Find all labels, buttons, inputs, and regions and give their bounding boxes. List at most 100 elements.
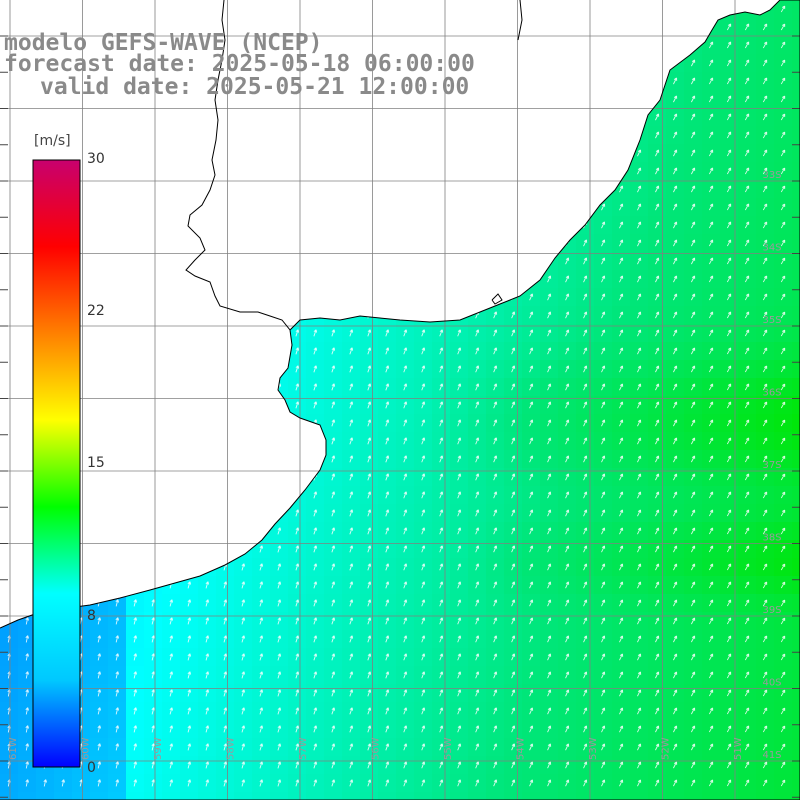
wind-cell — [756, 792, 775, 800]
wind-arrow — [151, 239, 156, 247]
wind-arrow — [133, 347, 138, 355]
wind-arrow — [133, 653, 138, 661]
wind-arrow — [439, 41, 444, 49]
wind-arrow — [601, 41, 606, 49]
wind-cell — [90, 270, 109, 289]
wind-arrow — [313, 131, 318, 139]
wind-cell — [450, 180, 469, 199]
wind-arrow — [259, 581, 264, 589]
wind-arrow — [241, 635, 246, 643]
wind-arrow — [583, 671, 588, 679]
wind-cell — [504, 216, 523, 235]
wind-arrow — [637, 689, 642, 697]
wind-arrow — [619, 527, 624, 535]
wind-arrow — [133, 149, 138, 157]
wind-arrow — [367, 491, 372, 499]
wind-arrow — [295, 653, 300, 661]
wind-arrow — [331, 689, 336, 697]
wind-arrow — [637, 725, 642, 733]
wind-cell — [234, 486, 253, 505]
wind-arrow — [565, 365, 570, 373]
wind-arrow — [637, 23, 642, 31]
wind-cell — [396, 270, 415, 289]
wind-arrow — [385, 761, 390, 769]
wind-cell — [0, 378, 19, 397]
wind-arrow — [187, 113, 192, 121]
wind-arrow — [601, 599, 606, 607]
wind-arrow — [205, 221, 210, 229]
wind-cell — [684, 0, 703, 19]
wind-arrow — [511, 59, 516, 67]
wind-arrow — [403, 473, 408, 481]
wind-arrow — [403, 131, 408, 139]
wind-arrow — [151, 5, 156, 13]
wind-arrow — [151, 473, 156, 481]
wind-cell — [576, 72, 595, 91]
wind-arrow — [655, 77, 660, 85]
wind-arrow — [637, 365, 642, 373]
wind-arrow — [205, 635, 210, 643]
wind-arrow — [241, 617, 246, 625]
wind-cell — [108, 0, 127, 19]
wind-arrow — [655, 761, 660, 769]
wind-arrow — [457, 455, 462, 463]
wind-arrow — [403, 203, 408, 211]
wind-arrow — [673, 185, 678, 193]
wind-cell — [162, 414, 181, 433]
wind-arrow — [439, 563, 444, 571]
wind-arrow — [403, 149, 408, 157]
wind-arrow — [295, 221, 300, 229]
wind-arrow — [313, 725, 318, 733]
wind-cell — [792, 612, 800, 631]
wind-arrow — [601, 221, 606, 229]
wind-cell — [342, 126, 361, 145]
wind-arrow — [97, 167, 102, 175]
wind-arrow — [475, 23, 480, 31]
wind-cell — [306, 792, 325, 800]
wind-arrow — [511, 221, 516, 229]
wind-arrow — [565, 671, 570, 679]
wind-arrow — [385, 743, 390, 751]
wind-cell — [792, 72, 800, 91]
wind-arrow — [511, 41, 516, 49]
wind-arrow — [475, 527, 480, 535]
wind-arrow — [457, 149, 462, 157]
wind-arrow — [421, 617, 426, 625]
wind-cell — [126, 360, 145, 379]
wind-cell — [0, 198, 19, 217]
wind-cell — [378, 144, 397, 163]
wind-arrow — [744, 221, 750, 229]
wind-cell — [306, 270, 325, 289]
wind-arrow — [349, 545, 354, 553]
wind-arrow — [529, 419, 534, 427]
wind-arrow — [547, 563, 552, 571]
wind-arrow — [367, 203, 372, 211]
wind-arrow — [457, 347, 462, 355]
wind-arrow — [690, 383, 696, 391]
wind-arrow — [25, 275, 30, 283]
wind-cell — [306, 234, 325, 253]
wind-cell — [468, 252, 487, 271]
lat-label: 35S — [762, 315, 781, 326]
wind-arrow — [25, 707, 30, 715]
wind-arrow — [205, 725, 210, 733]
wind-arrow — [511, 77, 516, 85]
wind-arrow — [619, 329, 624, 337]
wind-arrow — [349, 599, 354, 607]
wind-cell — [144, 216, 163, 235]
wind-cell — [90, 234, 109, 253]
wind-cell — [432, 270, 451, 289]
wind-cell — [612, 36, 631, 55]
wind-arrow — [295, 725, 300, 733]
wind-cell — [522, 252, 541, 271]
wind-arrow — [403, 635, 408, 643]
wind-cell — [648, 792, 667, 800]
wind-arrow — [708, 617, 714, 625]
wind-arrow — [313, 365, 318, 373]
wind-arrow — [547, 347, 552, 355]
wind-arrow — [169, 113, 174, 121]
wind-arrow — [385, 419, 390, 427]
wind-arrow — [619, 113, 624, 121]
wind-arrow — [762, 671, 768, 679]
wind-arrow — [313, 689, 318, 697]
